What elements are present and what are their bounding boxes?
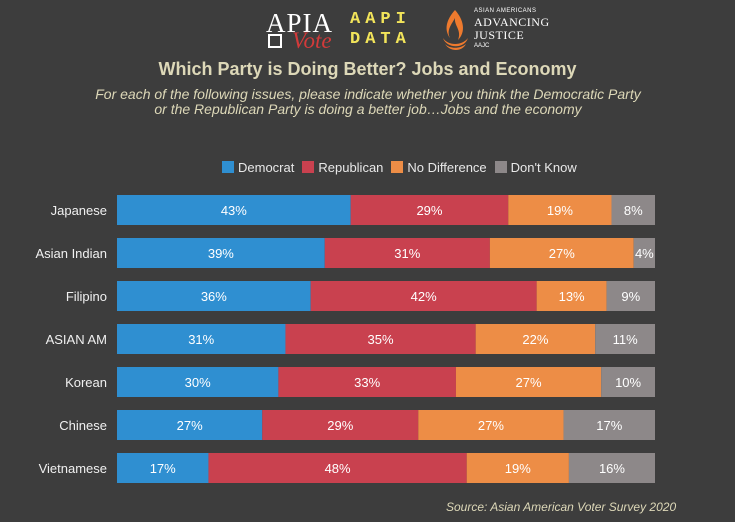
chart-source: Source: Asian American Voter Survey 2020 xyxy=(446,500,677,514)
value-label-vietnamese-no-difference: 19% xyxy=(505,461,531,476)
value-label-japanese-democrat: 43% xyxy=(221,203,247,218)
legend-label-no-difference: No Difference xyxy=(407,159,487,175)
legend-item-republican: Republican xyxy=(302,160,383,175)
bar-korean-democrat xyxy=(117,367,279,397)
aaaj-line2: JUSTICE xyxy=(474,28,525,42)
bar-asian-indian-republican xyxy=(324,238,490,268)
category-label-korean: Korean xyxy=(65,375,107,390)
bar-asian-am-republican xyxy=(285,324,476,354)
bar-chinese-democrat xyxy=(117,410,263,440)
value-label-korean-don-t-know: 10% xyxy=(615,375,641,390)
aaaj-small-text: ASIAN AMERICANS xyxy=(474,8,537,14)
value-label-chinese-democrat: 27% xyxy=(177,418,203,433)
value-label-vietnamese-republican: 48% xyxy=(325,461,351,476)
value-label-japanese-no-difference: 19% xyxy=(547,203,573,218)
bar-asian-am-no-difference xyxy=(475,324,596,354)
bar-filipino-democrat xyxy=(117,281,311,311)
bar-japanese-no-difference xyxy=(508,195,612,225)
value-label-asian-am-republican: 35% xyxy=(368,332,394,347)
bar-japanese-don-t-know xyxy=(611,195,655,225)
value-label-filipino-republican: 42% xyxy=(411,289,437,304)
value-label-vietnamese-don-t-know: 16% xyxy=(599,461,625,476)
apia-logo-text: APIA xyxy=(266,8,334,38)
value-label-filipino-democrat: 36% xyxy=(201,289,227,304)
category-label-asian-indian: Asian Indian xyxy=(35,246,107,261)
value-label-korean-no-difference: 27% xyxy=(516,375,542,390)
legend-swatch-democrat xyxy=(222,161,234,173)
apia-vote-logo: APIA Vote xyxy=(266,8,348,53)
bar-asian-am-don-t-know xyxy=(595,324,655,354)
value-label-japanese-don-t-know: 8% xyxy=(624,203,643,218)
bar-vietnamese-democrat xyxy=(117,453,209,483)
data-logo-text: DATA xyxy=(350,30,411,49)
value-label-filipino-no-difference: 13% xyxy=(559,289,585,304)
bar-korean-no-difference xyxy=(455,367,602,397)
legend-label-don-t-know: Don't Know xyxy=(510,159,577,175)
legend-swatch-republican xyxy=(302,161,315,173)
bar-japanese-democrat xyxy=(117,195,351,225)
category-label-filipino: Filipino xyxy=(66,289,107,304)
value-label-filipino-don-t-know: 9% xyxy=(621,289,640,304)
value-label-asian-indian-democrat: 39% xyxy=(208,246,234,261)
bar-filipino-republican xyxy=(310,281,537,311)
value-label-asian-indian-don-t-know: 4% xyxy=(635,246,654,261)
legend-swatch-don-t-know xyxy=(494,161,507,173)
value-label-vietnamese-democrat: 17% xyxy=(150,461,176,476)
bar-vietnamese-republican xyxy=(208,453,467,483)
chart-title: Which Party is Doing Better? Jobs and Ec… xyxy=(158,59,577,79)
value-label-asian-indian-republican: 31% xyxy=(394,246,420,261)
bar-chinese-no-difference xyxy=(418,410,564,440)
legend-label-republican: Republican xyxy=(318,159,384,175)
aaaj-line1: ADVANCING xyxy=(474,15,550,29)
legend-label-democrat: Democrat xyxy=(238,159,295,175)
logo-bar: APIA Vote AAPI DATA ASIAN AMERICANS ADVA… xyxy=(0,8,735,54)
bar-asian-indian-don-t-know xyxy=(633,238,655,268)
legend-item-don-t-know: Don't Know xyxy=(494,159,577,175)
aaaj-sub: AAJC xyxy=(474,43,490,49)
bar-asian-am-democrat xyxy=(117,324,286,354)
legend-swatch-no-difference xyxy=(391,161,404,173)
value-label-asian-am-don-t-know: 11% xyxy=(613,332,638,347)
bar-vietnamese-no-difference xyxy=(466,453,569,483)
checkbox-icon xyxy=(268,34,282,48)
value-label-japanese-republican: 29% xyxy=(416,203,442,218)
bar-asian-indian-no-difference xyxy=(489,238,634,268)
flame-icon xyxy=(443,10,468,50)
aapi-data-logo: AAPI DATA xyxy=(350,10,426,50)
value-label-chinese-no-difference: 27% xyxy=(478,418,504,433)
aapi-logo-text: AAPI xyxy=(350,10,411,29)
bar-asian-indian-democrat xyxy=(117,238,325,268)
bar-chinese-republican xyxy=(262,410,419,440)
chart-subtitle: For each of the following issues, please… xyxy=(95,86,641,117)
value-label-asian-am-democrat: 31% xyxy=(188,332,214,347)
category-label-japanese: Japanese xyxy=(51,203,107,218)
bar-japanese-republican xyxy=(350,195,509,225)
category-label-chinese: Chinese xyxy=(59,418,107,433)
value-label-asian-am-no-difference: 22% xyxy=(522,332,548,347)
bar-filipino-no-difference xyxy=(536,281,607,311)
value-label-asian-indian-no-difference: 27% xyxy=(549,246,575,261)
category-label-asian-am: ASIAN AM xyxy=(46,332,107,347)
bar-korean-don-t-know xyxy=(601,367,655,397)
category-label-vietnamese: Vietnamese xyxy=(39,461,107,476)
aaaj-logo: ASIAN AMERICANS ADVANCING JUSTICE AAJC xyxy=(440,8,560,54)
bar-korean-republican xyxy=(278,367,456,397)
bar-filipino-don-t-know xyxy=(606,281,655,311)
legend-item-no-difference: No Difference xyxy=(391,159,487,175)
vote-logo-text: Vote xyxy=(292,28,332,53)
legend-item-democrat: Democrat xyxy=(222,160,294,175)
bar-chinese-don-t-know xyxy=(563,410,655,440)
chart-legend: Democrat Republican No Difference Don't Kno… xyxy=(222,159,585,175)
value-label-korean-democrat: 30% xyxy=(185,375,211,390)
value-label-korean-republican: 33% xyxy=(354,375,380,390)
bar-vietnamese-don-t-know xyxy=(568,453,655,483)
value-label-chinese-republican: 29% xyxy=(327,418,353,433)
value-label-chinese-don-t-know: 17% xyxy=(596,418,622,433)
